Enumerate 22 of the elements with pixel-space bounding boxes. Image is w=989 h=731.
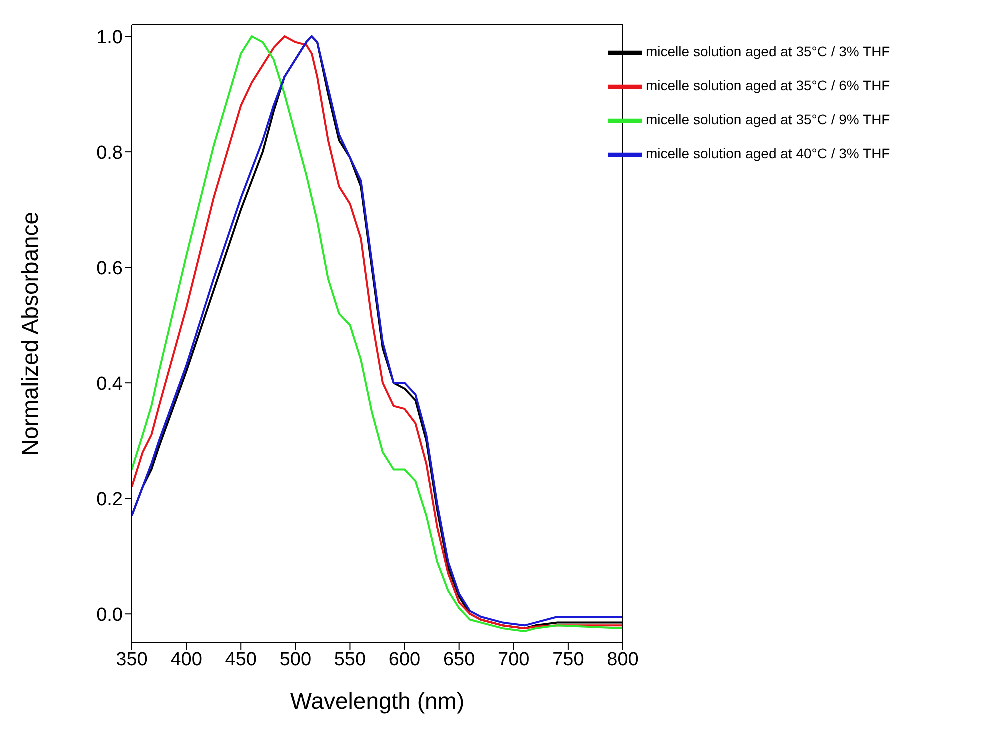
- y-axis-title: Normalized Absorbance: [17, 212, 44, 456]
- x-tick-label: 400: [170, 649, 202, 670]
- y-tick-label: 0.8: [96, 142, 123, 164]
- y-tick-label: 1.0: [96, 27, 123, 48]
- x-tick-label: 450: [225, 649, 257, 670]
- x-tick-label: 600: [388, 649, 421, 670]
- x-tick-label: 650: [443, 649, 476, 670]
- x-tick-label: 700: [498, 649, 530, 670]
- x-tick-label: 350: [116, 649, 148, 670]
- y-tick-label: 0.4: [96, 374, 124, 395]
- legend-label: micelle solution aged at 35°C / 6% THF: [646, 78, 890, 94]
- y-tick-label: 0.2: [96, 489, 123, 510]
- y-tick-label: 0.0: [96, 604, 123, 626]
- legend-label: micelle solution aged at 35°C / 9% THF: [646, 112, 890, 128]
- legend-label: micelle solution aged at 35°C / 3% THF: [646, 44, 890, 60]
- x-tick-label: 750: [552, 649, 584, 670]
- legend-label: micelle solution aged at 40°C / 3% THF: [646, 146, 890, 162]
- y-tick-label: 0.6: [96, 258, 123, 280]
- x-tick-label: 550: [334, 649, 366, 670]
- x-tick-label: 500: [280, 649, 312, 670]
- x-tick-label: 800: [607, 649, 639, 670]
- x-axis-title: Wavelength (nm): [290, 688, 465, 714]
